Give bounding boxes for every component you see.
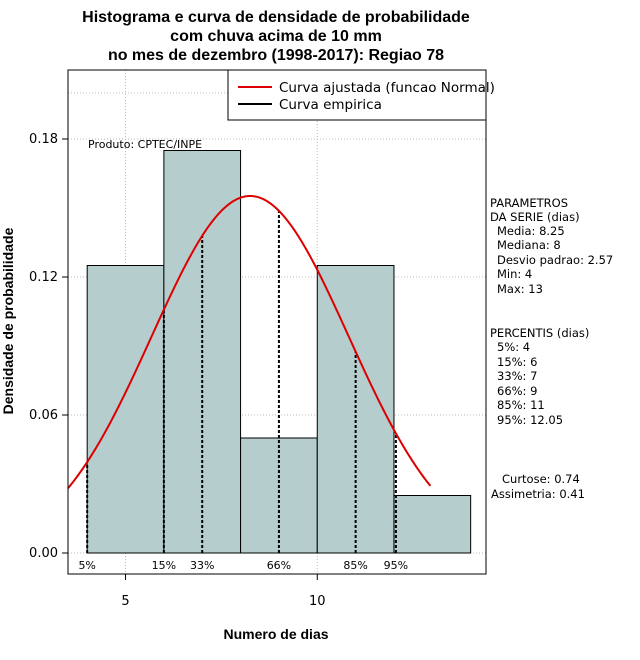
product-annotation: Produto: CPTEC/INPE: [88, 138, 202, 151]
params-title-line-1: PARAMETROS: [490, 196, 568, 210]
percentil-33: 33%: 7: [497, 369, 537, 383]
x-axis-title: Numero de dias: [223, 626, 328, 642]
chart-title-line-2: com chuva acima de 10 mm: [170, 28, 382, 45]
y-tick-label-0: 0.00: [29, 546, 58, 561]
y-tick-label-3: 0.18: [29, 132, 58, 147]
percentil-5: 5%: 4: [497, 340, 530, 354]
curve-layer: [67, 194, 432, 489]
percentile-label-4: 85%: [343, 559, 367, 572]
y-axis-title: Densidade de probabilidade: [0, 227, 16, 414]
param-min: Min: 4: [497, 267, 532, 281]
percentile-label-2: 33%: [190, 559, 214, 572]
legend-label-empirical: Curva empirica: [279, 97, 382, 113]
curtose-label: Curtose: 0.74: [502, 472, 580, 486]
legend: Curva ajustada (funcao Normal) Curva emp…: [227, 69, 495, 121]
side-panel: PARAMETROS DA SERIE (dias) Media: 8.25 M…: [490, 196, 613, 501]
y-tick-label-1: 0.06: [29, 408, 58, 423]
percentile-lines-layer: 5% 15% 33% 66% 85% 95%: [78, 210, 408, 572]
param-max: Max: 13: [497, 282, 543, 296]
percentil-85: 85%: 11: [497, 398, 545, 412]
param-desvio: Desvio padrao: 2.57: [497, 253, 613, 267]
percentil-66: 66%: 9: [497, 384, 537, 398]
chart-title-line-1: Histograma e curva de densidade de proba…: [82, 9, 470, 26]
histogram-bar-4: [393, 495, 472, 554]
param-media: Media: 8.25: [497, 224, 565, 238]
percentile-label-0: 5%: [78, 559, 95, 572]
percentil-15: 15%: 6: [497, 355, 537, 369]
y-tick-label-2: 0.12: [29, 270, 58, 285]
normal-curve: [67, 194, 432, 489]
assimetria-label: Assimetria: 0.41: [491, 487, 585, 501]
percentil-95: 95%: 12.05: [497, 413, 563, 427]
params-title-line-2: DA SERIE (dias): [490, 210, 580, 224]
legend-box: [227, 69, 487, 121]
axes-layer: 0.00 0.06 0.12 0.18 5 10: [29, 132, 325, 609]
percentile-label-3: 66%: [267, 559, 291, 572]
percentile-label-5: 95%: [384, 559, 408, 572]
legend-label-fitted: Curva ajustada (funcao Normal): [279, 80, 495, 96]
percentis-title: PERCENTIS (dias): [490, 326, 589, 340]
param-mediana: Mediana: 8: [497, 238, 561, 252]
x-tick-label-0: 5: [121, 594, 129, 609]
chart-title-line-3: no mes de dezembro (1998-2017): Regiao 7…: [108, 47, 444, 64]
x-tick-label-1: 10: [309, 594, 326, 609]
histogram-bar-0: [86, 265, 165, 554]
percentile-label-1: 15%: [152, 559, 176, 572]
